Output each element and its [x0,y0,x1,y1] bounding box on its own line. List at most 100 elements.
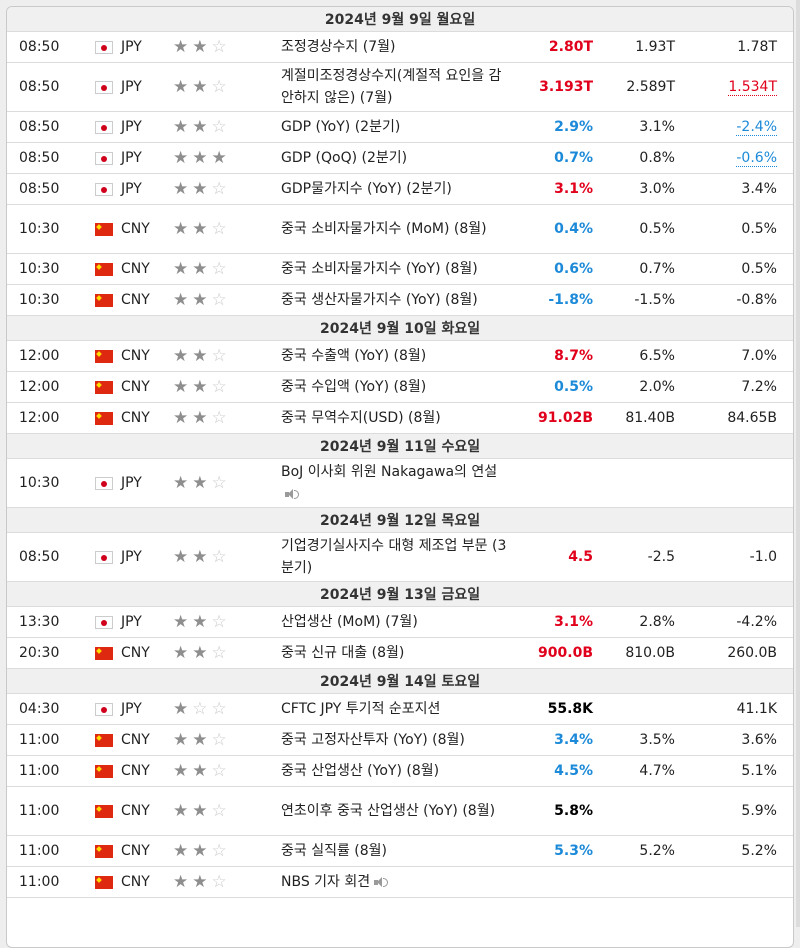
star-filled-icon: ★ [192,841,208,861]
forecast-value: 0.5% [597,204,679,254]
event-name-cell[interactable]: CFTC JPY 투기적 순포지션 [281,693,519,725]
event-row[interactable]: 11:00 CNY ★ ★ ☆ 중국 산업생산 (YoY) (8월) 4.5% 4.7% 5.1… [7,755,793,787]
event-name-cell[interactable]: 중국 산업생산 (YoY) (8월) [281,755,519,787]
event-name-link[interactable]: 중국 실직률 (8월) [281,843,388,859]
event-name-link[interactable]: 조정경상수지 (7월) [281,39,396,55]
currency-code: JPY [121,475,142,491]
event-name-cell[interactable]: 기업경기실사지수 대형 제조업 부문 (3분기) [281,532,519,582]
event-name-cell[interactable]: 중국 무역수지(USD) (8월) [281,402,519,434]
event-name-cell[interactable]: 중국 수출액 (YoY) (8월) [281,340,519,372]
event-row[interactable]: 08:50 JPY ★ ★ ★ GDP (QoQ) (2분기) 0.7% 0.8% -0.6% [7,142,793,174]
event-name-cell[interactable]: 중국 수입액 (YoY) (8월) [281,371,519,403]
event-row[interactable]: 08:50 JPY ★ ★ ☆ 조정경상수지 (7월) 2.80T 1.93T 1.78T [7,31,793,63]
event-row[interactable]: 11:00 CNY ★ ★ ☆ 중국 고정자산투자 (YoY) (8월) 3.4% 3.5% 3… [7,724,793,756]
event-name-cell[interactable]: 중국 실직률 (8월) [281,835,519,867]
row-spacer [781,31,793,63]
event-name-link[interactable]: 중국 고정자산투자 (YoY) (8월) [281,732,465,748]
event-row[interactable]: 10:30 CNY ★ ★ ☆ 중국 소비자물가지수 (MoM) (8월) 0.4% 0.5%… [7,204,793,254]
event-name-link[interactable]: 산업생산 (MoM) (7월) [281,614,418,630]
event-time: 08:50 [7,173,95,205]
event-name-link[interactable]: CFTC JPY 투기적 순포지션 [281,701,441,717]
china-flag-icon [95,293,113,307]
event-name-link[interactable]: BoJ 이사회 위원 Nakagawa의 연설 [281,464,498,480]
importance-rating: ★ ★ ☆ [173,284,281,316]
scrollbar[interactable] [796,0,800,927]
event-time: 11:00 [7,786,95,836]
actual-value [519,458,597,508]
event-name-cell[interactable]: GDP (QoQ) (2분기) [281,142,519,174]
actual-value: 3.1% [519,606,597,638]
event-name-cell[interactable]: GDP물가지수 (YoY) (2분기) [281,173,519,205]
china-flag-icon [95,733,113,747]
star-outline-icon: ☆ [211,547,227,567]
event-row[interactable]: 11:00 CNY ★ ★ ☆ 연초이후 중국 산업생산 (YoY) (8월) 5.8% 5.… [7,786,793,836]
star-filled-icon: ★ [173,179,189,199]
currency-code: CNY [121,410,150,426]
event-row[interactable]: 12:00 CNY ★ ★ ☆ 중국 수출액 (YoY) (8월) 8.7% 6.5% 7.0% [7,340,793,372]
event-time: 10:30 [7,204,95,254]
importance-rating: ★ ★ ☆ [173,637,281,669]
currency-cell: JPY [95,62,173,112]
event-row[interactable]: 11:00 CNY ★ ★ ☆ 중국 실직률 (8월) 5.3% 5.2% 5.2% [7,835,793,867]
event-row[interactable]: 10:30 CNY ★ ★ ☆ 중국 생산자물가지수 (YoY) (8월) -1.8% -1.… [7,284,793,316]
event-row[interactable]: 10:30 JPY ★ ★ ☆ BoJ 이사회 위원 Nakagawa의 연설 [7,458,793,508]
event-name-cell[interactable]: 중국 생산자물가지수 (YoY) (8월) [281,284,519,316]
event-name-cell[interactable]: 중국 소비자물가지수 (MoM) (8월) [281,204,519,254]
event-row[interactable]: 13:30 JPY ★ ★ ☆ 산업생산 (MoM) (7월) 3.1% 2.8% -4.2% [7,606,793,638]
event-row[interactable]: 20:30 CNY ★ ★ ☆ 중국 신규 대출 (8월) 900.0B 810.0B 260.… [7,637,793,669]
previous-value: 5.9% [741,803,777,819]
event-row[interactable]: 12:00 CNY ★ ★ ☆ 중국 무역수지(USD) (8월) 91.02B 81.40B… [7,402,793,434]
currency-code: JPY [121,181,142,197]
star-filled-icon: ★ [173,377,189,397]
previous-value: 3.4% [741,181,777,197]
event-name-link[interactable]: 중국 수출액 (YoY) (8월) [281,348,427,364]
event-name-cell[interactable]: 중국 신규 대출 (8월) [281,637,519,669]
event-name-link[interactable]: 연초이후 중국 산업생산 (YoY) (8월) [281,803,496,819]
event-name-link[interactable]: 중국 산업생산 (YoY) (8월) [281,763,440,779]
event-row[interactable]: 08:50 JPY ★ ★ ☆ 계절미조정경상수지(계절적 요인을 감안하지 않은) (7… [7,62,793,112]
event-name-link[interactable]: 계절미조정경상수지(계절적 요인을 감안하지 않은) (7월) [281,68,502,106]
row-spacer [781,693,793,725]
event-row[interactable]: 12:00 CNY ★ ★ ☆ 중국 수입액 (YoY) (8월) 0.5% 2.0% 7.2% [7,371,793,403]
event-row[interactable]: 11:00 CNY ★ ★ ☆ NBS 기자 회견 [7,866,793,898]
event-name-cell[interactable]: 중국 소비자물가지수 (YoY) (8월) [281,253,519,285]
event-name-cell[interactable]: 산업생산 (MoM) (7월) [281,606,519,638]
event-name-cell[interactable]: NBS 기자 회견 [281,866,519,898]
event-name-link[interactable]: 중국 신규 대출 (8월) [281,645,405,661]
currency-cell: CNY [95,835,173,867]
event-name-cell[interactable]: 조정경상수지 (7월) [281,31,519,63]
event-name-cell[interactable]: 중국 고정자산투자 (YoY) (8월) [281,724,519,756]
date-header-row: 2024년 9월 14일 토요일 [7,668,793,694]
event-name-link[interactable]: GDP물가지수 (YoY) (2분기) [281,181,452,197]
event-name-link[interactable]: GDP (YoY) (2분기) [281,119,401,135]
event-name-cell[interactable]: 계절미조정경상수지(계절적 요인을 감안하지 않은) (7월) [281,62,519,112]
event-name-link[interactable]: 기업경기실사지수 대형 제조업 부문 (3분기) [281,538,507,576]
star-outline-icon: ☆ [211,377,227,397]
event-name-link[interactable]: 중국 소비자물가지수 (MoM) (8월) [281,221,487,237]
china-flag-icon [95,411,113,425]
event-name-cell[interactable]: BoJ 이사회 위원 Nakagawa의 연설 [281,458,519,508]
star-filled-icon: ★ [173,801,189,821]
event-name-link[interactable]: GDP (QoQ) (2분기) [281,150,408,166]
event-name-cell[interactable]: GDP (YoY) (2분기) [281,111,519,143]
previous-value: -0.8% [736,292,777,308]
event-row[interactable]: 08:50 JPY ★ ★ ☆ 기업경기실사지수 대형 제조업 부문 (3분기) 4.5 -2… [7,532,793,582]
event-row[interactable]: 10:30 CNY ★ ★ ☆ 중국 소비자물가지수 (YoY) (8월) 0.6% 0.7%… [7,253,793,285]
actual-value: 0.5% [519,371,597,403]
star-filled-icon: ★ [173,259,189,279]
actual-value [519,866,597,898]
event-row[interactable]: 08:50 JPY ★ ★ ☆ GDP (YoY) (2분기) 2.9% 3.1% -2.4% [7,111,793,143]
event-name-link[interactable]: 중국 생산자물가지수 (YoY) (8월) [281,292,478,308]
event-row[interactable]: 04:30 JPY ★ ☆ ☆ CFTC JPY 투기적 순포지션 55.8K 41.1K [7,693,793,725]
japan-flag-icon [95,40,113,54]
event-name-link[interactable]: NBS 기자 회견 [281,874,371,890]
china-flag-icon [95,262,113,276]
currency-code: CNY [121,261,150,277]
event-time: 08:50 [7,111,95,143]
event-name-link[interactable]: 중국 수입액 (YoY) (8월) [281,379,427,395]
event-name-link[interactable]: 중국 소비자물가지수 (YoY) (8월) [281,261,478,277]
event-row[interactable]: 08:50 JPY ★ ★ ☆ GDP물가지수 (YoY) (2분기) 3.1% 3.0% 3.… [7,173,793,205]
event-name-cell[interactable]: 연초이후 중국 산업생산 (YoY) (8월) [281,786,519,836]
event-name-link[interactable]: 중국 무역수지(USD) (8월) [281,410,441,426]
currency-cell: CNY [95,204,173,254]
